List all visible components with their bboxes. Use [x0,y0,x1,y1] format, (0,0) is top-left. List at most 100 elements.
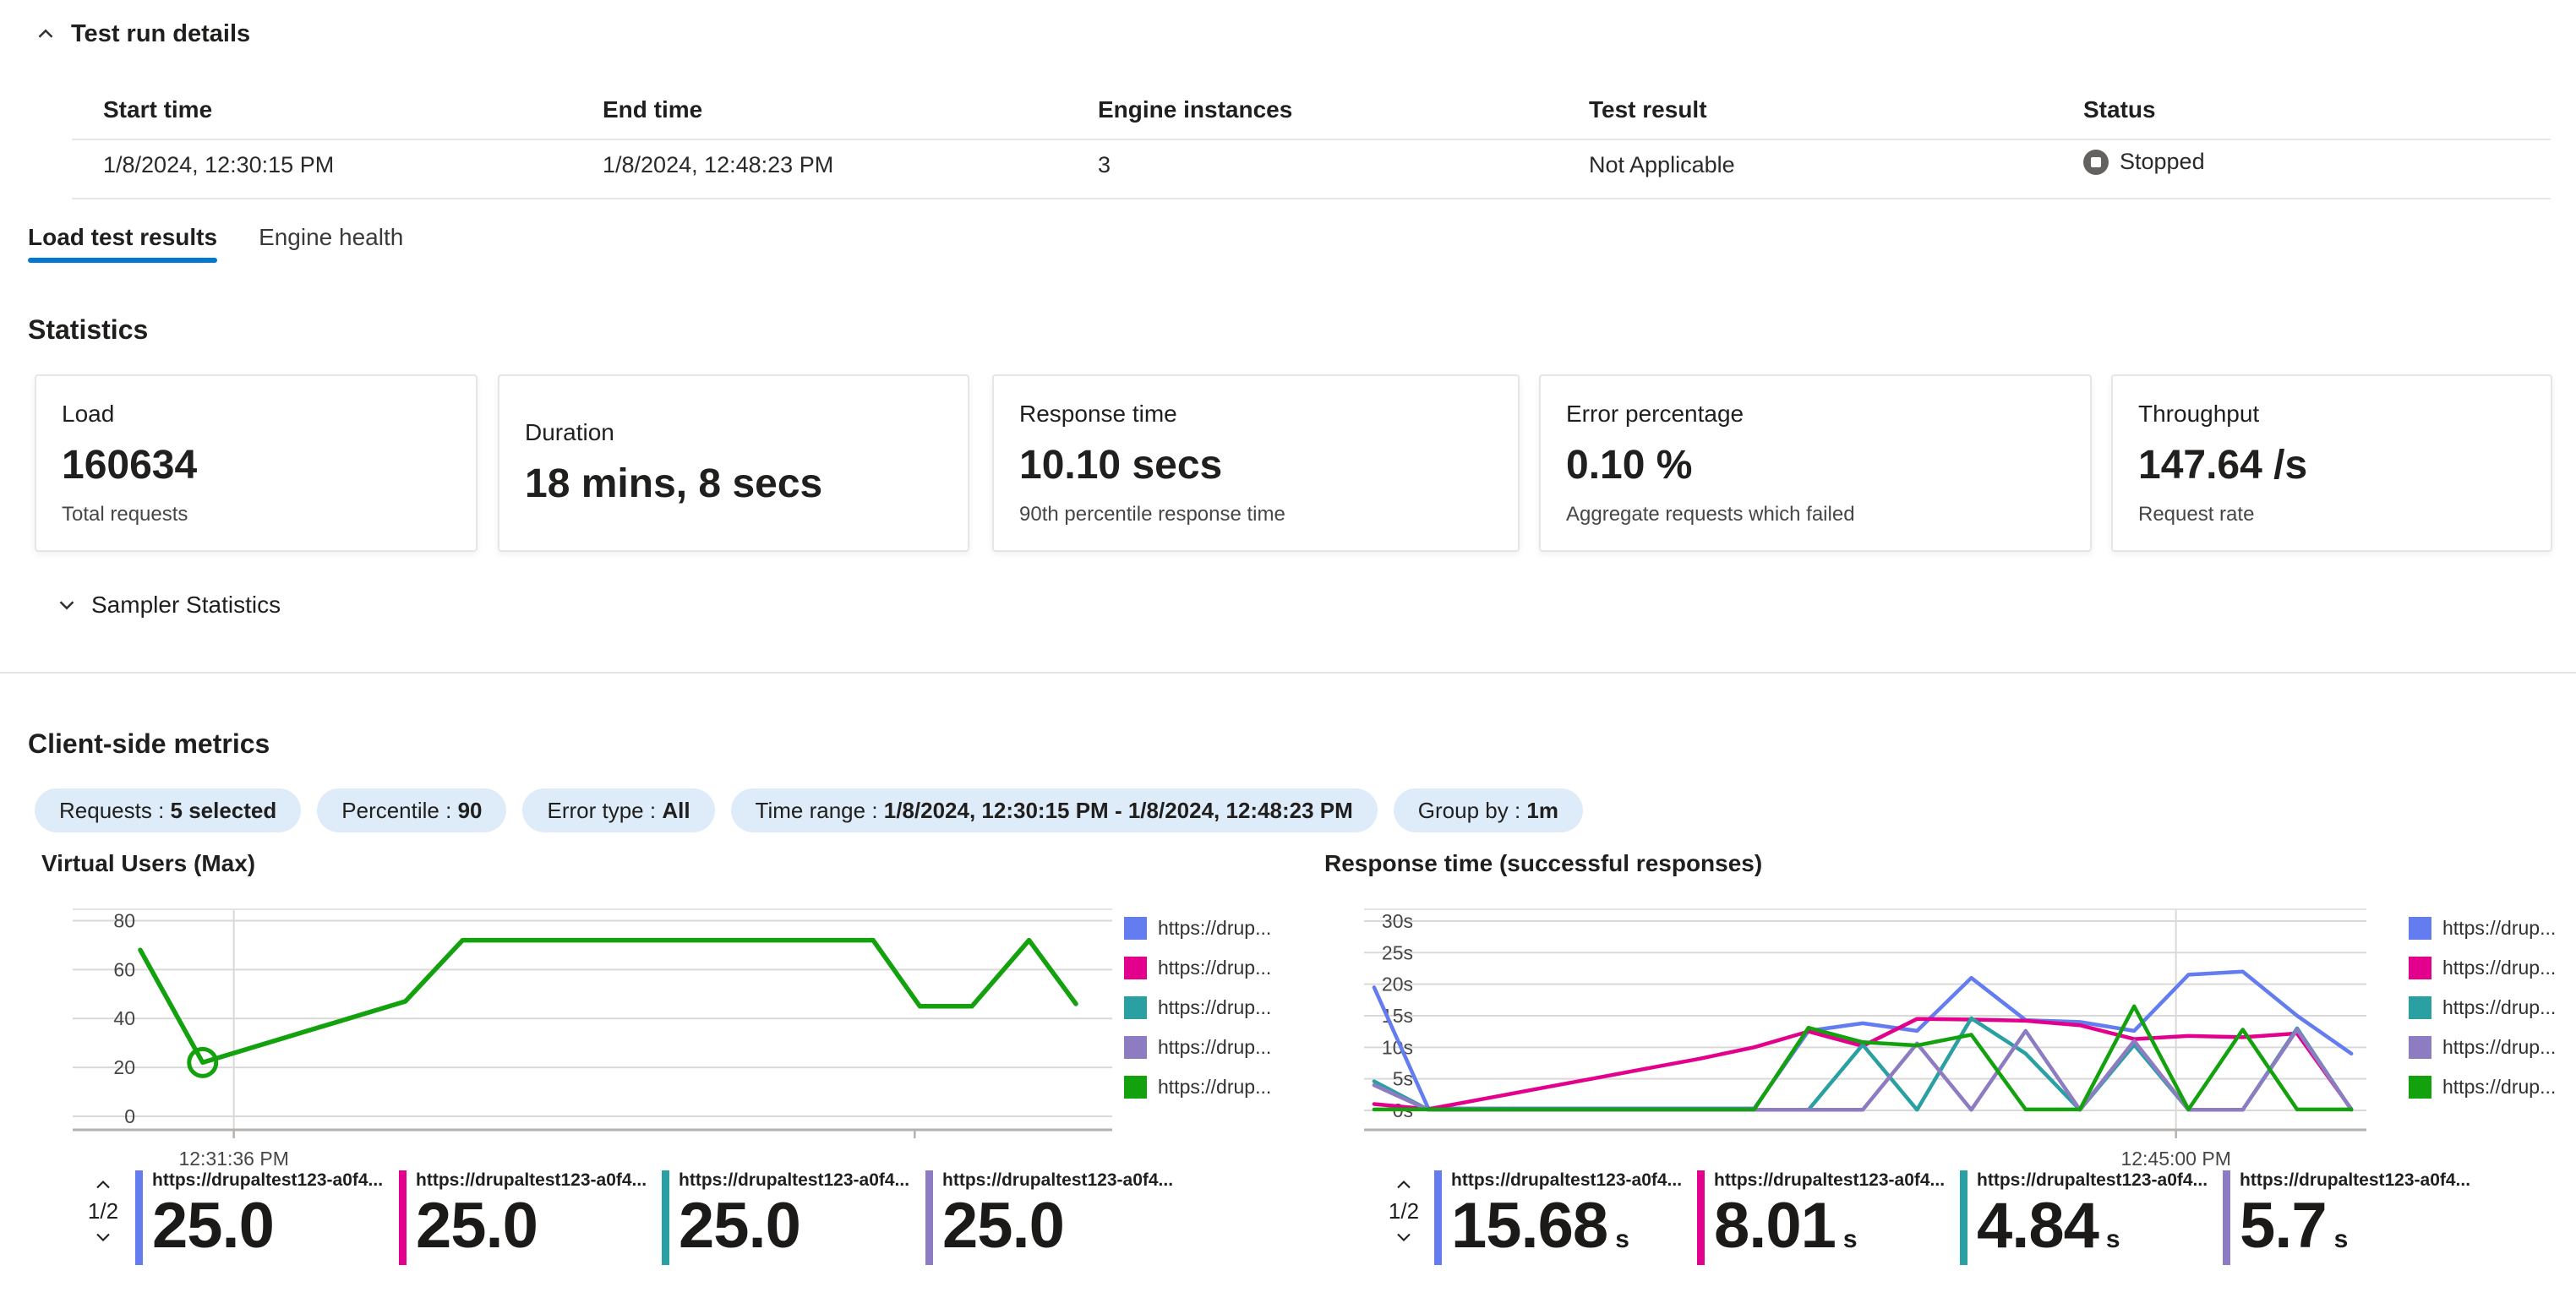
pager-down-icon[interactable] [91,1225,115,1249]
stat-subtitle: Request rate [2138,502,2255,526]
series-label: https://drup... [1158,1036,1272,1058]
legend-item[interactable]: https://drup... [2409,917,2556,940]
legend-item[interactable]: https://drup... [1124,996,1271,1019]
response-time-card-pager: 1/2 [1382,1173,1426,1249]
series-label: https://drup... [1158,957,1272,979]
metric-card-url: https://drupaltest123-a0f4... [152,1170,384,1190]
filter-separator: : [865,798,884,823]
vu-metric-card: https://drupaltest123-a0f4... 25.0 [399,1170,657,1265]
stat-card-response-time: Response time 10.10 secs 90th percentile… [992,374,1520,552]
virtual-users-chart-title: Virtual Users (Max) [41,850,256,876]
sampler-statistics-toggle[interactable]: Sampler Statistics [54,592,281,619]
metric-card-url: https://drupaltest123-a0f4... [942,1170,1174,1190]
column-header-status: Status [2083,96,2156,123]
series-swatch [2409,1076,2431,1099]
chevron-up-icon [38,29,53,38]
metric-card-value: 8.01 [1714,1190,1836,1262]
legend-item[interactable]: https://drup... [1124,1036,1271,1059]
series-label: https://drup... [1158,996,1272,1018]
svg-text:0: 0 [124,1105,135,1127]
virtual-users-card-pager: 1/2 [81,1173,125,1249]
pager-up-icon[interactable] [91,1173,115,1197]
svg-text:25s: 25s [1382,941,1413,963]
svg-text:12:31:36 PM: 12:31:36 PM [178,1148,288,1170]
column-header-end-time: End time [603,96,703,123]
chevron-down-icon [59,601,74,610]
stopped-status-icon [2083,149,2109,175]
series-swatch [2409,917,2431,940]
pager-label: 1/2 [1388,1198,1420,1224]
legend-item[interactable]: https://drup... [1124,1076,1271,1099]
filter-separator: : [643,798,663,823]
stat-card-load: Load 160634 Total requests [35,374,478,552]
cell-end-time: 1/8/2024, 12:48:23 PM [603,152,834,177]
filter-pill-requests[interactable]: Requests : 5 selected [35,788,302,832]
stat-title: Duration [525,419,614,445]
series-swatch [2409,1036,2431,1059]
legend-item[interactable]: https://drup... [2409,1076,2556,1099]
results-tabs: Load test results Engine health [28,223,404,263]
filter-pill-percentile[interactable]: Percentile : 90 [317,788,507,832]
series-swatch [1124,1036,1147,1059]
metric-card-unit: s [2333,1225,2349,1253]
collapse-test-run-details-button[interactable] [30,19,61,49]
metric-card-url: https://drupaltest123-a0f4... [1451,1170,1683,1190]
series-swatch [2409,996,2431,1019]
legend-item[interactable]: https://drup... [1124,957,1271,979]
series-label: https://drup... [1158,1076,1272,1098]
metric-card-value: 4.84 [1977,1190,2099,1262]
svg-text:40: 40 [113,1007,135,1029]
metric-card-url: https://drupaltest123-a0f4... [1714,1170,1946,1190]
filter-label: Requests [59,798,152,823]
series-color-bar [662,1170,669,1265]
section-divider [0,672,2576,674]
series-swatch [1124,996,1147,1019]
svg-text:20s: 20s [1382,974,1413,995]
pager-up-icon[interactable] [1392,1173,1416,1197]
rt-metric-card: https://drupaltest123-a0f4... 8.01 s [1697,1170,1955,1265]
legend-item[interactable]: https://drup... [2409,1036,2556,1059]
filter-value: 1/8/2024, 12:30:15 PM - 1/8/2024, 12:48:… [883,798,1353,823]
svg-text:30s: 30s [1382,910,1413,932]
series-swatch [1124,957,1147,979]
stat-title: Response time [1019,400,1177,427]
page-title: Test run details [71,20,251,47]
legend-item[interactable]: https://drup... [2409,957,2556,979]
filter-separator: : [151,798,171,823]
cell-status: Stopped [2083,149,2205,175]
virtual-users-chart: 0 20 40 60 80 12:31:36 PM [73,908,1112,1170]
stat-title: Load [62,400,115,427]
series-color-bar [925,1170,933,1265]
stat-value: 160634 [62,442,198,488]
stat-card-duration: Duration 18 mins, 8 secs [498,374,969,552]
tab-engine-health[interactable]: Engine health [259,224,404,250]
series-color-bar [399,1170,407,1265]
virtual-users-legend: https://drup... https://drup... https://… [1124,917,1271,1115]
filter-pill-error-type[interactable]: Error type : All [522,788,715,832]
rt-metric-card: https://drupaltest123-a0f4... 5.7 s [2223,1170,2480,1265]
series-color-bar [135,1170,143,1265]
metric-card-value: 25.0 [679,1190,801,1262]
metric-card-unit: s [2105,1225,2120,1253]
filter-label: Error type [547,798,644,823]
stat-value: 0.10 % [1566,442,1693,488]
stat-card-error-percentage: Error percentage 0.10 % Aggregate reques… [1539,374,2092,552]
legend-item[interactable]: https://drup... [2409,996,2556,1019]
metric-card-value: 25.0 [416,1190,538,1262]
cell-test-result: Not Applicable [1589,152,1735,177]
column-header-test-result: Test result [1589,96,1707,123]
metric-card-value: 5.7 [2240,1190,2328,1262]
series-color-bar [2223,1170,2230,1265]
tab-load-test-results[interactable]: Load test results [28,224,218,263]
status-text: Stopped [2120,149,2205,174]
pager-down-icon[interactable] [1392,1225,1416,1249]
response-time-legend: https://drup... https://drup... https://… [2409,917,2556,1115]
stat-subtitle: Aggregate requests which failed [1566,502,1855,526]
pager-label: 1/2 [87,1198,119,1224]
filter-pill-time-range[interactable]: Time range : 1/8/2024, 12:30:15 PM - 1/8… [730,788,1378,832]
metric-card-url: https://drupaltest123-a0f4... [679,1170,910,1190]
statistics-heading: Statistics [28,314,149,345]
filter-pill-group-by[interactable]: Group by : 1m [1393,788,1583,832]
legend-item[interactable]: https://drup... [1124,917,1271,940]
filter-separator: : [1508,798,1527,823]
